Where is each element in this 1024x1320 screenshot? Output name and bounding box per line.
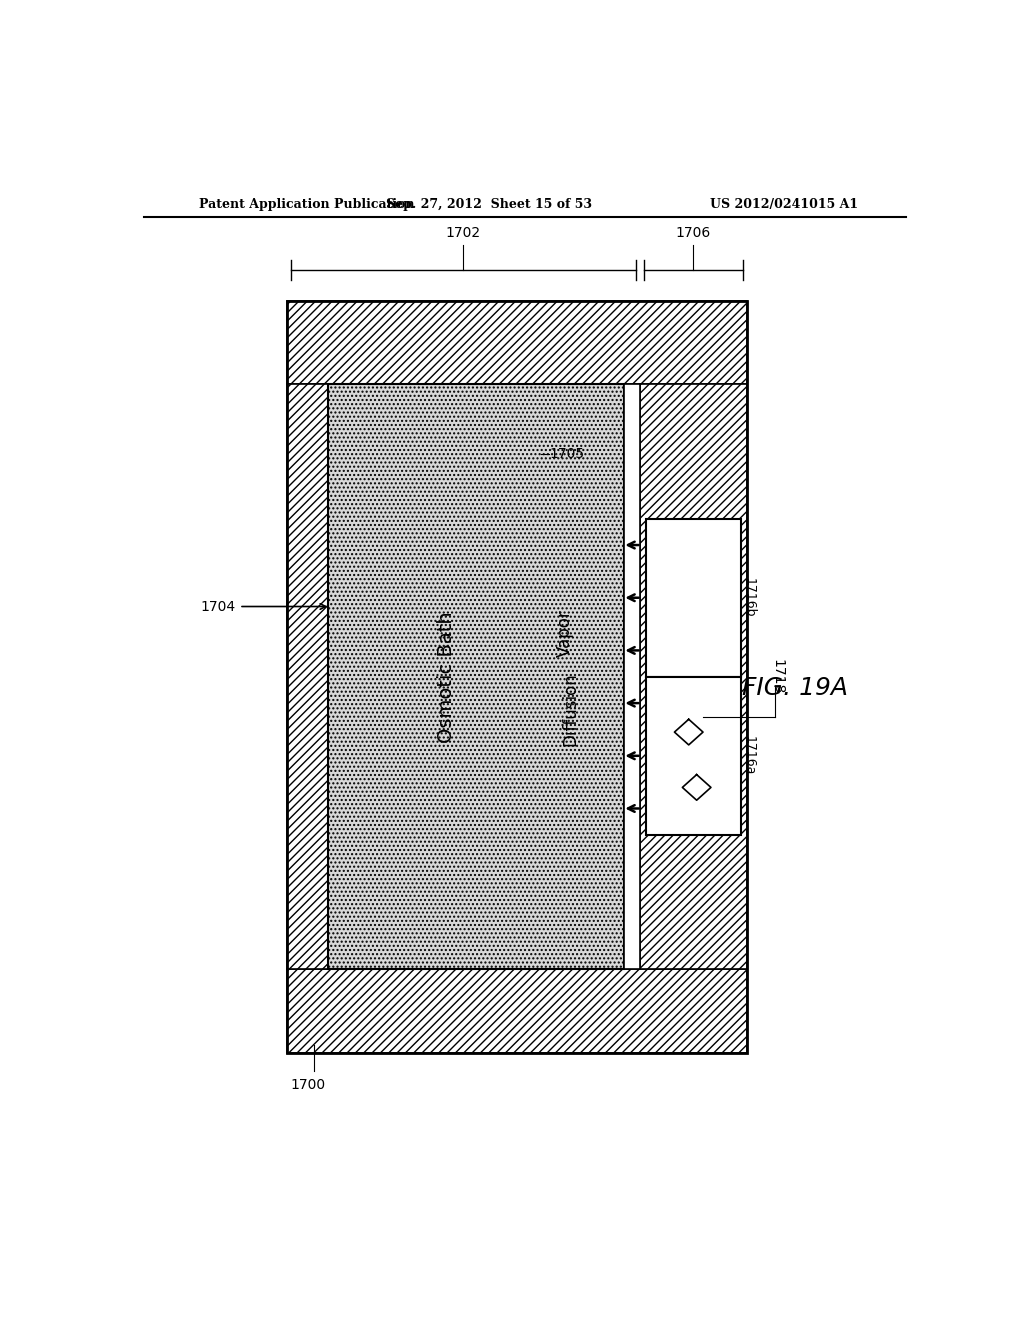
Text: 1706: 1706 [676, 226, 711, 240]
Text: 1718: 1718 [771, 659, 784, 694]
Text: 1700: 1700 [291, 1078, 326, 1092]
Text: 1705: 1705 [549, 447, 584, 461]
Polygon shape [675, 719, 703, 744]
Text: 1716a: 1716a [742, 737, 756, 775]
Bar [287, 301, 748, 384]
Bar [287, 969, 748, 1053]
Bar [640, 384, 748, 969]
Bar [287, 384, 328, 969]
Text: 1704: 1704 [200, 599, 236, 614]
Text: Patent Application Publication: Patent Application Publication [200, 198, 415, 211]
Polygon shape [682, 775, 711, 800]
Bar [646, 677, 740, 834]
Bar [287, 301, 748, 1053]
Text: Vapor: Vapor [555, 609, 573, 657]
Bar [328, 384, 624, 969]
Bar [646, 519, 740, 677]
Text: US 2012/0241015 A1: US 2012/0241015 A1 [710, 198, 858, 211]
Text: 1702: 1702 [445, 226, 481, 240]
Text: Diffusion: Diffusion [562, 672, 580, 746]
Text: FIG. 19A: FIG. 19A [741, 676, 848, 701]
Text: Osmotic Bath: Osmotic Bath [437, 611, 456, 743]
Bar [328, 384, 624, 969]
Text: 1716b: 1716b [742, 578, 756, 618]
Bar [624, 384, 640, 969]
Text: Sep. 27, 2012  Sheet 15 of 53: Sep. 27, 2012 Sheet 15 of 53 [386, 198, 592, 211]
